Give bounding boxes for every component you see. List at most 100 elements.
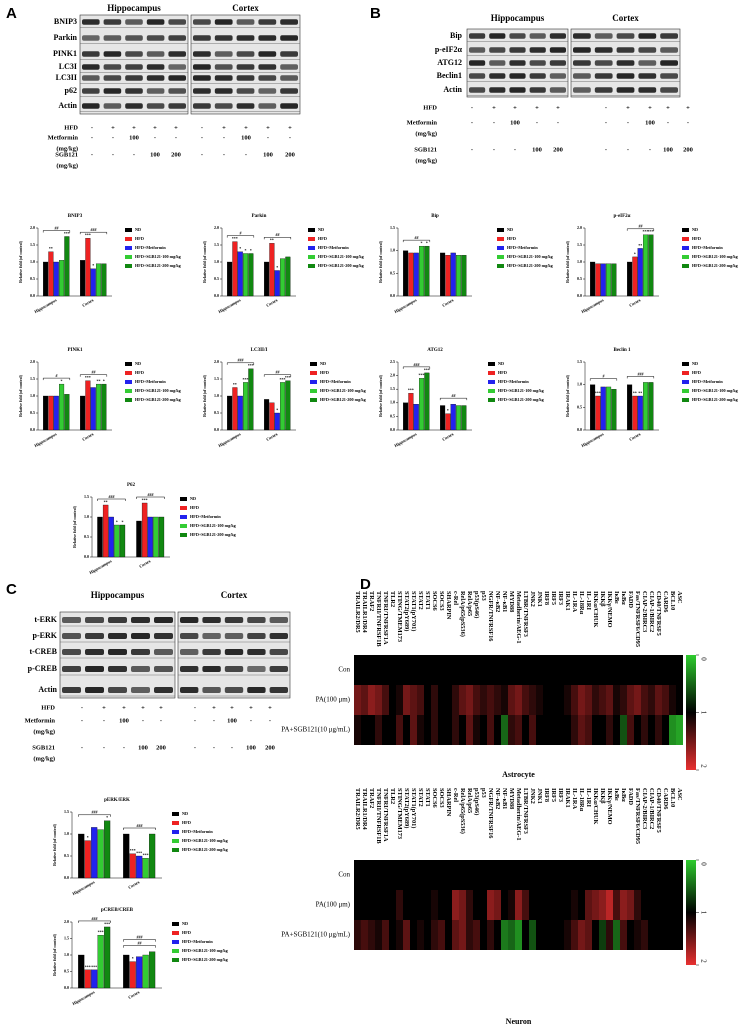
blot-band <box>224 617 244 623</box>
bar <box>136 520 142 558</box>
heat-cell <box>368 860 375 890</box>
blot-band <box>125 103 143 109</box>
legend-label: ND <box>692 227 698 232</box>
blot-band <box>154 666 173 672</box>
treatment-lane: - <box>133 151 135 158</box>
gene-label: CARD6 <box>662 788 669 809</box>
heat-cell <box>571 890 578 920</box>
bar <box>264 399 270 431</box>
heat-cell <box>431 655 438 685</box>
row-label: PA+SGB121(10 μg/mL) <box>281 726 350 734</box>
bar <box>595 395 601 431</box>
heat-cell <box>403 890 410 920</box>
treatment-label: SGB121 <box>414 146 437 153</box>
heat-cell <box>564 920 571 950</box>
bar <box>461 405 467 431</box>
heat-cell <box>410 685 417 715</box>
heat-cell <box>368 715 375 745</box>
bar <box>269 402 275 431</box>
bar <box>269 243 275 297</box>
legend-swatch <box>682 237 689 241</box>
blot-band <box>82 75 100 81</box>
bar <box>90 387 96 431</box>
heat-cell <box>389 655 396 685</box>
heat-cell <box>599 920 606 950</box>
chart-title: BNIP3 <box>68 214 83 219</box>
legend-swatch <box>172 812 179 816</box>
legend-swatch <box>180 524 187 528</box>
legend-label: HFD+SGB121-100 mg/kg <box>507 254 554 259</box>
heat-cell <box>550 860 557 890</box>
y-tick-label: 0.0 <box>84 554 89 559</box>
x-tick-label: Cortex <box>81 431 95 442</box>
x-tick-label: Cortex <box>265 431 279 442</box>
legend-label: HFD+SGB121-200 mg/kg <box>135 397 182 402</box>
treatment-lane: 100 <box>510 119 520 126</box>
blot-band <box>236 103 255 109</box>
blot-band <box>214 35 233 41</box>
y-axis-label: Relative fold (of control) <box>565 374 570 416</box>
bar <box>408 393 414 431</box>
gene-label: NF-κB1 <box>501 591 508 612</box>
gene-label: IKKβ <box>599 591 606 607</box>
bar <box>149 833 156 879</box>
blot-band <box>193 64 211 70</box>
treatment-lane: - <box>112 151 114 158</box>
treatment-lane: - <box>471 104 473 111</box>
heat-cell <box>669 685 676 715</box>
legend-swatch <box>310 371 317 375</box>
gene-label: CD40/TNFRSF5 <box>655 788 662 833</box>
heat-cell <box>669 715 676 745</box>
significance: *** <box>285 375 291 380</box>
heat-cell <box>641 890 648 920</box>
heat-cell <box>606 890 613 920</box>
gene-label: RelA/p65(pS536) <box>459 788 466 834</box>
heat-cell <box>375 685 382 715</box>
bar <box>632 256 638 297</box>
blot-band <box>62 666 81 672</box>
legend-label: HFD+SGB121-200 mg/kg <box>507 263 554 268</box>
bracket <box>42 230 71 233</box>
significance: *** <box>232 236 238 241</box>
blot-band <box>62 633 81 639</box>
blot-band <box>529 47 546 53</box>
blot-band <box>131 617 150 623</box>
legend-swatch <box>682 264 689 268</box>
y-tick-label: 0.5 <box>64 853 69 858</box>
heat-cell <box>613 890 620 920</box>
blot-band <box>236 88 255 94</box>
heat-cell <box>522 860 529 890</box>
heat-cell <box>403 920 410 950</box>
bracket-label: # <box>240 231 242 236</box>
legend-label: ND <box>190 496 196 501</box>
blot-band <box>125 88 143 94</box>
protein-label: p-CREB <box>28 664 58 673</box>
heat-cell <box>648 685 655 715</box>
blot-band <box>594 73 613 79</box>
gene-label: RelA/p65 <box>466 591 473 616</box>
heat-cell <box>557 685 564 715</box>
bar <box>43 395 49 431</box>
heat-cell <box>396 685 403 715</box>
heat-cell <box>375 860 382 890</box>
heat-cell <box>634 860 641 890</box>
protein-label: Parkin <box>53 33 77 42</box>
significance: * <box>447 408 449 413</box>
heat-cell <box>536 920 543 950</box>
heat-cell <box>508 655 515 685</box>
heat-cell <box>417 655 424 685</box>
gene-label: SOCS3 <box>438 788 445 808</box>
heat-cell <box>536 715 543 745</box>
heat-cell <box>571 715 578 745</box>
heat-cell <box>501 860 508 890</box>
heat-cell <box>396 890 403 920</box>
blot-band <box>146 88 165 94</box>
gene-label: CARD6 <box>662 591 669 612</box>
blot-band <box>125 51 143 57</box>
heat-cell <box>508 860 515 890</box>
bar <box>413 252 419 297</box>
bar <box>53 261 59 297</box>
bar <box>280 258 286 297</box>
treatment-lane: + <box>666 104 670 111</box>
blot-band <box>258 19 277 25</box>
